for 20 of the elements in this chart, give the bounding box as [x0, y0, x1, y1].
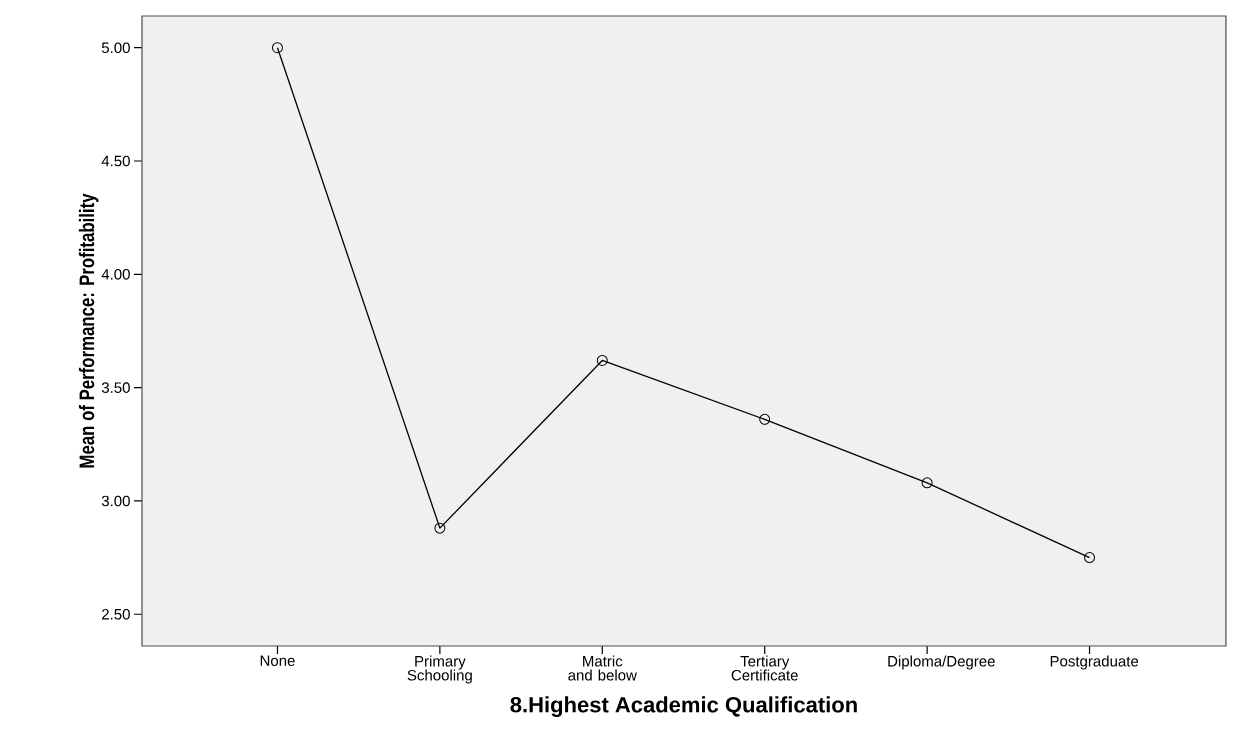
- x-tick-label: Postgraduate: [1050, 655, 1139, 670]
- x-axis-title: 8.Highest Academic Qualification: [510, 696, 857, 717]
- x-tick-label: None: [260, 655, 295, 666]
- y-tick-label: 3.50: [101, 382, 130, 393]
- x-tick-label: Diploma/Degree: [888, 655, 995, 670]
- y-tick-label: 5.00: [101, 42, 130, 54]
- point: [1084, 552, 1096, 564]
- point: [434, 522, 446, 534]
- y-tick-label: 3.00: [101, 495, 130, 507]
- y-axis-title: Mean of Performance: Profitability: [78, 193, 99, 468]
- x-tick-label: Primary Schooling: [407, 655, 472, 684]
- point: [921, 477, 933, 489]
- y-tick-label: 4.50: [101, 155, 130, 167]
- x-tick-label: Matric and below: [568, 655, 637, 681]
- point: [759, 413, 771, 425]
- x-tick-label: Tertiary Certificate: [731, 655, 798, 681]
- y-tick-label: 2.50: [102, 608, 130, 620]
- point: [596, 354, 608, 366]
- y-tick-label: 4.00: [101, 269, 130, 280]
- point: [271, 42, 283, 54]
